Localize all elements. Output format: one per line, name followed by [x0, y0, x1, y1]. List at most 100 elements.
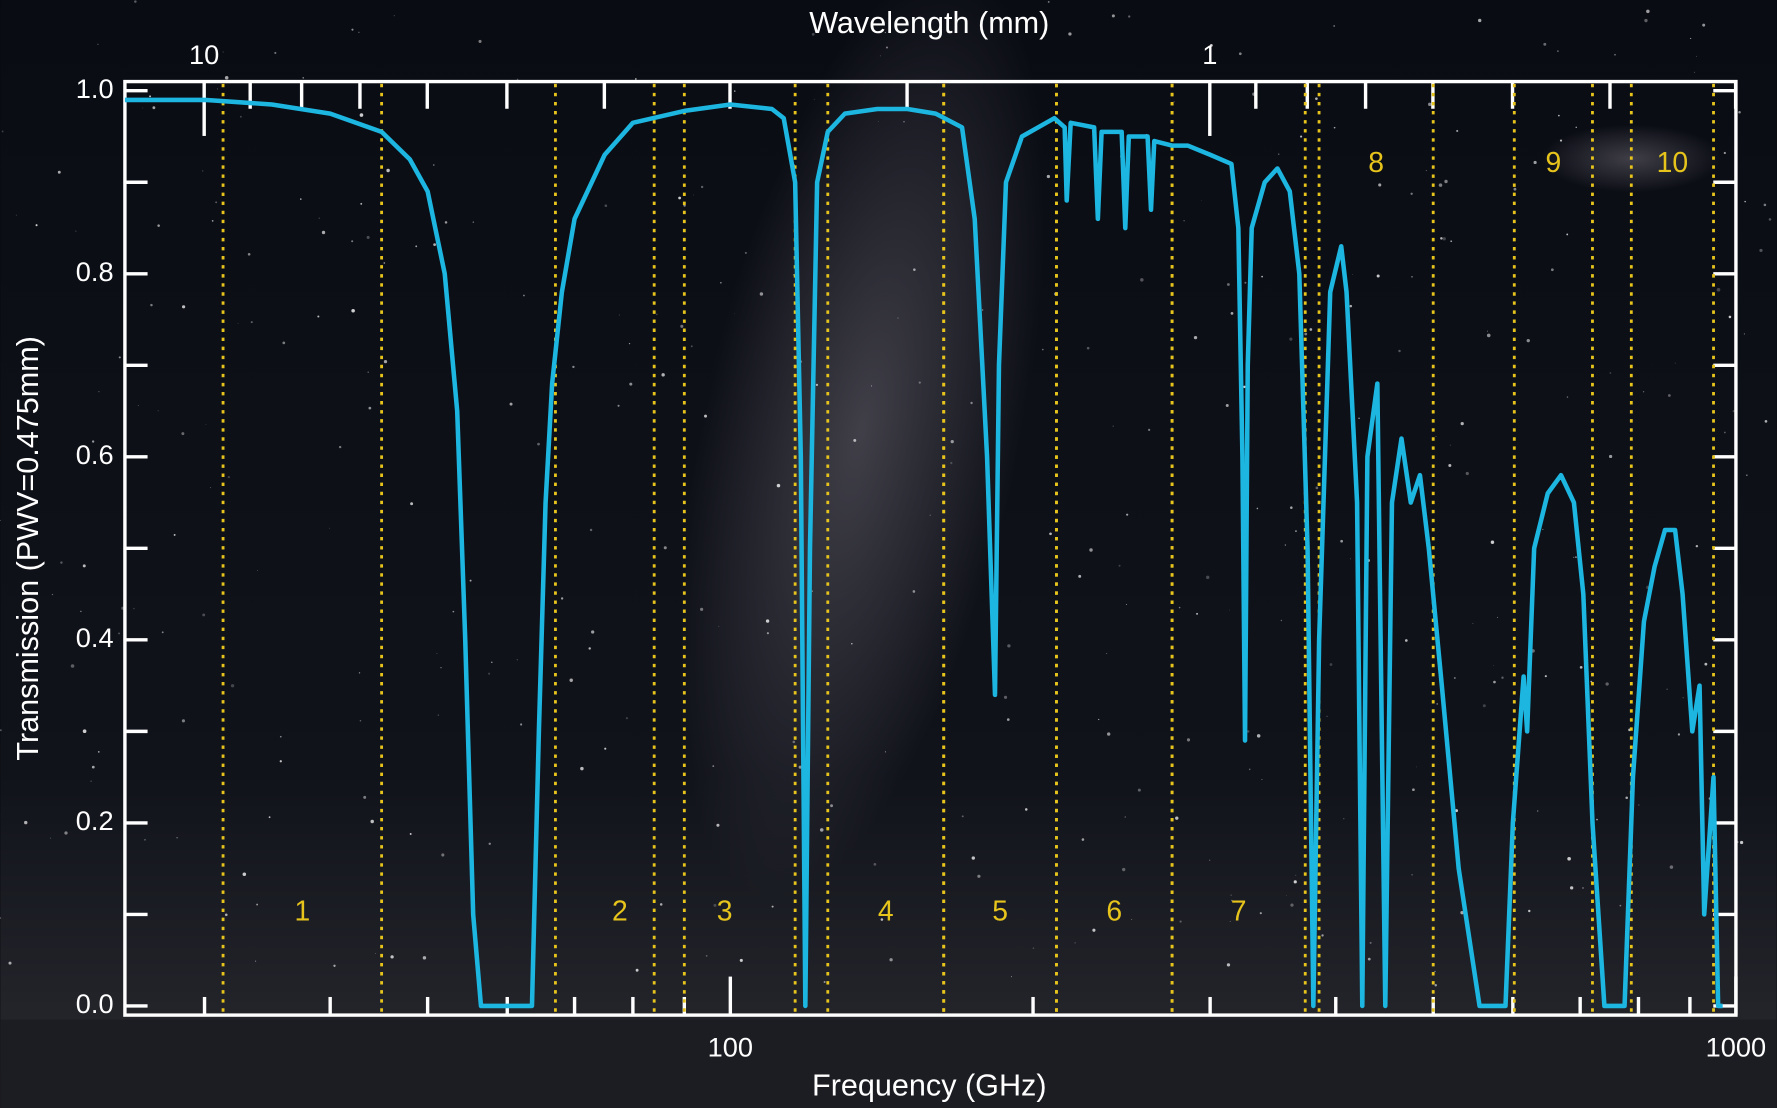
- star: [441, 853, 445, 857]
- star: [50, 837, 52, 839]
- star: [912, 590, 916, 593]
- star: [1261, 779, 1263, 781]
- star: [1695, 55, 1697, 57]
- star: [1768, 218, 1772, 221]
- star: [1243, 385, 1246, 389]
- star: [885, 46, 888, 49]
- star: [1179, 920, 1182, 923]
- star: [1226, 963, 1231, 967]
- star: [1201, 199, 1202, 201]
- star: [161, 631, 164, 634]
- band-label: 7: [1231, 896, 1247, 928]
- star: [367, 371, 369, 373]
- star: [516, 659, 518, 661]
- star: [1646, 9, 1650, 14]
- band-label: 6: [1106, 896, 1122, 928]
- star: [798, 765, 802, 769]
- star: [80, 610, 82, 613]
- star: [1358, 417, 1360, 420]
- star: [1333, 25, 1335, 27]
- star: [0, 917, 2, 919]
- star: [440, 667, 442, 669]
- star: [1497, 616, 1499, 618]
- star: [1046, 174, 1051, 179]
- star: [437, 714, 440, 716]
- star: [765, 619, 770, 623]
- star: [181, 719, 185, 723]
- star: [1124, 816, 1126, 818]
- star: [318, 217, 320, 219]
- star: [1614, 53, 1616, 56]
- star: [766, 632, 769, 635]
- star: [472, 221, 474, 223]
- star: [375, 953, 377, 955]
- y-axis-title: Transmission (PWV=0.475mm): [11, 336, 45, 761]
- star: [588, 647, 591, 650]
- star: [230, 684, 235, 688]
- star: [118, 356, 121, 359]
- star: [604, 204, 608, 207]
- x2-tick-label: 10: [189, 39, 219, 70]
- star: [1300, 135, 1303, 138]
- star: [870, 385, 873, 387]
- star: [1261, 275, 1263, 278]
- star: [338, 445, 342, 449]
- star: [560, 597, 564, 600]
- band-label: 3: [717, 896, 733, 928]
- star: [1472, 622, 1474, 624]
- star: [1147, 428, 1151, 431]
- star: [1570, 886, 1574, 890]
- star: [173, 533, 176, 536]
- star: [152, 106, 156, 110]
- star: [1321, 934, 1324, 937]
- star: [488, 842, 491, 846]
- star: [1295, 530, 1297, 532]
- star: [90, 780, 92, 782]
- star: [422, 956, 427, 960]
- star: [1674, 362, 1676, 364]
- star: [1106, 653, 1108, 654]
- milky-way: [677, 0, 1046, 898]
- star: [1404, 639, 1408, 642]
- star: [64, 831, 68, 835]
- star: [0, 729, 2, 732]
- star: [1456, 129, 1459, 132]
- band-label: 2: [612, 896, 628, 928]
- star: [1284, 544, 1287, 546]
- star: [15, 214, 17, 216]
- star: [1596, 818, 1598, 821]
- star: [1131, 918, 1133, 920]
- y-tick-label: 0.6: [76, 439, 114, 470]
- star: [629, 382, 633, 386]
- star: [1326, 715, 1328, 717]
- star: [830, 804, 833, 808]
- star: [1231, 899, 1233, 902]
- star: [1695, 544, 1699, 548]
- star: [1173, 101, 1175, 103]
- star: [1183, 220, 1185, 222]
- star: [771, 905, 774, 908]
- star: [1453, 676, 1456, 679]
- star: [1550, 268, 1554, 272]
- star: [1558, 114, 1560, 117]
- star: [913, 268, 916, 271]
- star: [1764, 419, 1768, 423]
- star: [97, 43, 99, 45]
- star: [1493, 680, 1496, 684]
- star: [1118, 564, 1121, 567]
- star: [256, 903, 259, 906]
- star: [1582, 887, 1584, 889]
- star: [591, 630, 595, 634]
- star: [488, 672, 491, 675]
- band-label: 5: [992, 896, 1008, 928]
- star: [144, 839, 146, 841]
- star: [1193, 335, 1198, 340]
- star: [1542, 528, 1544, 531]
- star: [713, 903, 717, 907]
- top-axis-title: Wavelength (mm): [809, 6, 1049, 40]
- star: [8, 961, 12, 965]
- star: [1209, 43, 1213, 47]
- star: [268, 816, 271, 819]
- star: [282, 341, 286, 345]
- star: [982, 309, 984, 311]
